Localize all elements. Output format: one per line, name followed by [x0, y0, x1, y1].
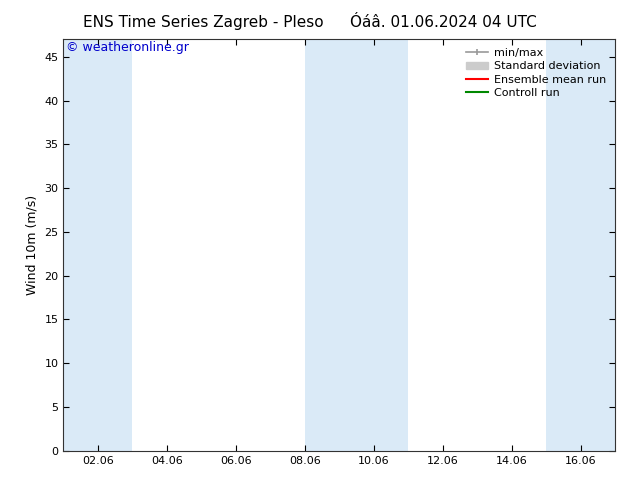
Text: ENS Time Series Zagreb - Pleso: ENS Time Series Zagreb - Pleso	[82, 15, 323, 30]
Bar	[546, 39, 615, 451]
Text: © weatheronline.gr: © weatheronline.gr	[66, 41, 189, 54]
Legend: min/max, Standard deviation, Ensemble mean run, Controll run: min/max, Standard deviation, Ensemble me…	[463, 45, 609, 101]
Y-axis label: Wind 10m (m/s): Wind 10m (m/s)	[26, 195, 39, 295]
Bar	[305, 39, 408, 451]
Bar	[63, 39, 133, 451]
Text: Óáâ. 01.06.2024 04 UTC: Óáâ. 01.06.2024 04 UTC	[351, 15, 537, 30]
